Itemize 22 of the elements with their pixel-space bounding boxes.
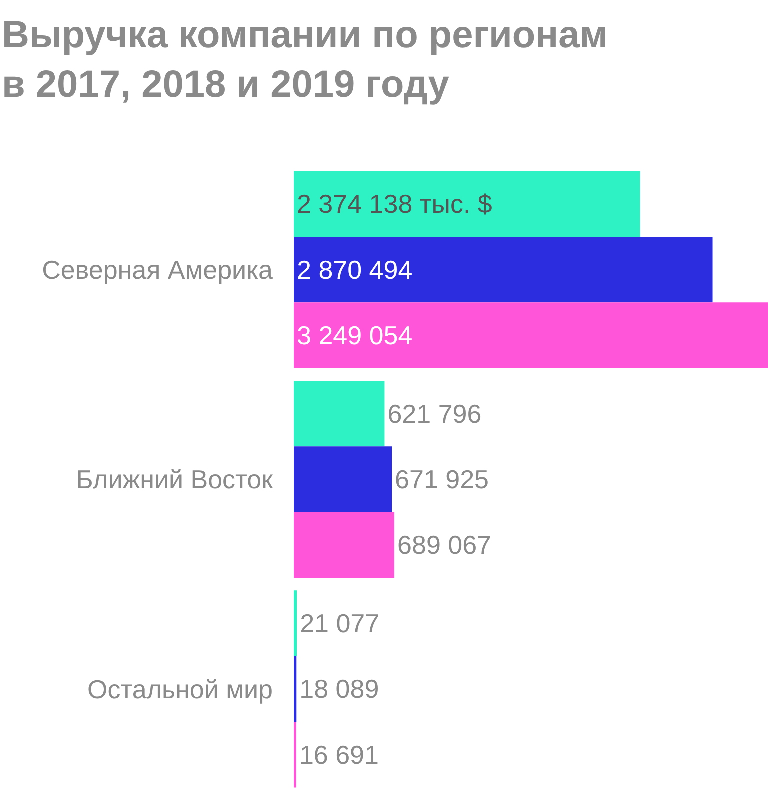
bar — [294, 380, 385, 447]
y-tick-label: Северная Америка — [42, 254, 274, 285]
bar — [294, 236, 713, 303]
data-label: 16 691 — [299, 740, 379, 770]
bar — [294, 512, 395, 578]
data-label: 18 089 — [300, 674, 380, 704]
bar — [294, 656, 297, 722]
data-label: 21 077 — [300, 608, 380, 638]
text: в 2017, 2018 и 2019 году — [2, 64, 450, 106]
data-label: 2 374 138 тыс. $ — [297, 189, 493, 220]
bar — [294, 171, 640, 237]
y-tick-label: Остальной мир — [88, 674, 273, 704]
bar — [294, 446, 392, 512]
data-label: 2 870 494 — [297, 254, 413, 285]
y-tick-label: Ближний Восток — [76, 464, 274, 495]
data-label: 3 249 054 — [297, 320, 413, 351]
chart-title: Выручка компании по регионам — [2, 14, 608, 57]
bar — [294, 590, 298, 656]
data-label: 621 796 — [388, 398, 482, 429]
data-label: 689 067 — [398, 530, 492, 560]
data-label: 671 925 — [395, 464, 490, 494]
bar — [294, 302, 768, 368]
